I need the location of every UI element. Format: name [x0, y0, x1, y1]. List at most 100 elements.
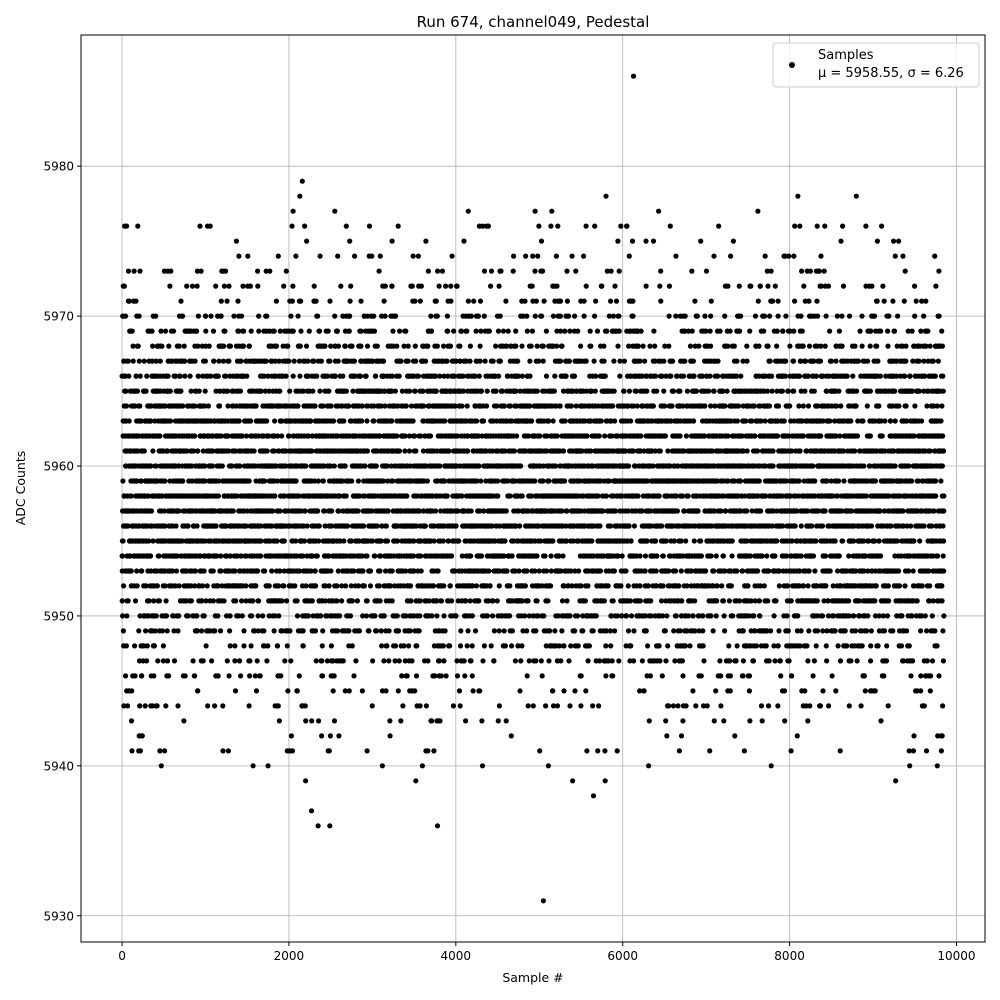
sample-point: [194, 328, 200, 334]
sample-point: [433, 508, 439, 514]
sample-point: [297, 343, 303, 349]
sample-point: [218, 568, 224, 574]
sample-point: [278, 673, 284, 679]
sample-point: [240, 283, 246, 289]
sample-point: [215, 673, 221, 679]
sample-point: [525, 598, 531, 604]
sample-point: [496, 283, 502, 289]
sample-point: [507, 493, 513, 499]
sample-point: [122, 313, 129, 319]
sample-point: [176, 343, 182, 349]
sample-point: [290, 373, 296, 379]
sample-point: [419, 763, 425, 769]
sample-point: [253, 583, 259, 589]
sample-point: [364, 598, 370, 604]
sample-point: [223, 523, 229, 529]
sample-point: [434, 313, 440, 319]
sample-point: [126, 418, 132, 424]
sample-point: [441, 658, 447, 664]
sample-point: [125, 703, 131, 709]
sample-point: [309, 598, 315, 604]
sample-point: [136, 628, 142, 634]
sample-point: [465, 208, 471, 214]
sample-point: [150, 448, 156, 454]
sample-point: [529, 283, 535, 289]
sample-point: [381, 658, 387, 664]
sample-point: [332, 313, 338, 319]
sample-point: [263, 358, 269, 364]
sample-point: [295, 403, 301, 409]
sample-point: [301, 538, 308, 544]
sample-point: [434, 613, 440, 619]
sample-point: [194, 628, 200, 634]
sample-point: [282, 658, 288, 664]
sample-point: [176, 508, 182, 514]
sample-point: [522, 613, 528, 619]
sample-point: [454, 283, 460, 289]
sample-point: [383, 523, 389, 529]
sample-point: [255, 268, 261, 274]
sample-point: [225, 433, 231, 439]
sample-point: [134, 583, 140, 589]
sample-point: [402, 448, 408, 454]
sample-point: [167, 283, 173, 289]
sample-point: [264, 418, 270, 424]
sample-point: [226, 358, 232, 364]
sample-point: [502, 538, 508, 544]
sample-point: [476, 598, 482, 604]
sample-point: [176, 583, 182, 589]
sample-point: [180, 403, 186, 409]
sample-point: [389, 598, 395, 604]
sample-point: [429, 613, 435, 619]
sample-point: [215, 493, 221, 499]
sample-point: [481, 268, 488, 274]
sample-point: [217, 628, 224, 634]
sample-point: [143, 628, 149, 634]
sample-point: [415, 253, 421, 259]
sample-point: [327, 358, 333, 364]
sample-point: [236, 253, 242, 259]
sample-point: [154, 703, 160, 709]
sample-point: [329, 508, 335, 514]
sample-point: [139, 568, 145, 574]
sample-point: [213, 388, 219, 394]
sample-point: [165, 448, 171, 454]
sample-point: [381, 613, 387, 619]
sample-point: [185, 613, 191, 619]
sample-point: [449, 253, 455, 259]
sample-point: [136, 658, 143, 664]
sample-point: [533, 658, 539, 664]
sample-point: [256, 313, 262, 319]
sample-point: [298, 328, 304, 334]
sample-point: [311, 283, 317, 289]
sample-point: [413, 673, 420, 679]
sample-point: [294, 688, 300, 694]
sample-point: [149, 703, 155, 709]
sample-point: [367, 568, 374, 574]
sample-point: [167, 418, 174, 424]
sample-point: [366, 628, 372, 634]
sample-point: [214, 553, 220, 559]
sample-point: [497, 358, 503, 364]
sample-point: [396, 448, 403, 454]
sample-point: [534, 598, 540, 604]
sample-point: [394, 613, 400, 619]
sample-point: [207, 223, 213, 229]
sample-point: [246, 478, 252, 484]
sample-point: [209, 658, 215, 664]
sample-point: [189, 478, 195, 484]
sample-point: [340, 373, 346, 379]
sample-point: [496, 373, 502, 379]
sample-point: [284, 643, 290, 649]
sample-point: [326, 388, 332, 394]
sample-point: [220, 703, 226, 709]
sample-point: [347, 238, 353, 244]
sample-point: [450, 703, 456, 709]
sample-point: [297, 193, 303, 199]
sample-point: [384, 538, 391, 544]
sample-point: [362, 463, 368, 469]
sample-point: [358, 328, 364, 334]
sample-point: [238, 313, 245, 319]
sample-point: [240, 343, 247, 349]
sample-point: [312, 403, 318, 409]
